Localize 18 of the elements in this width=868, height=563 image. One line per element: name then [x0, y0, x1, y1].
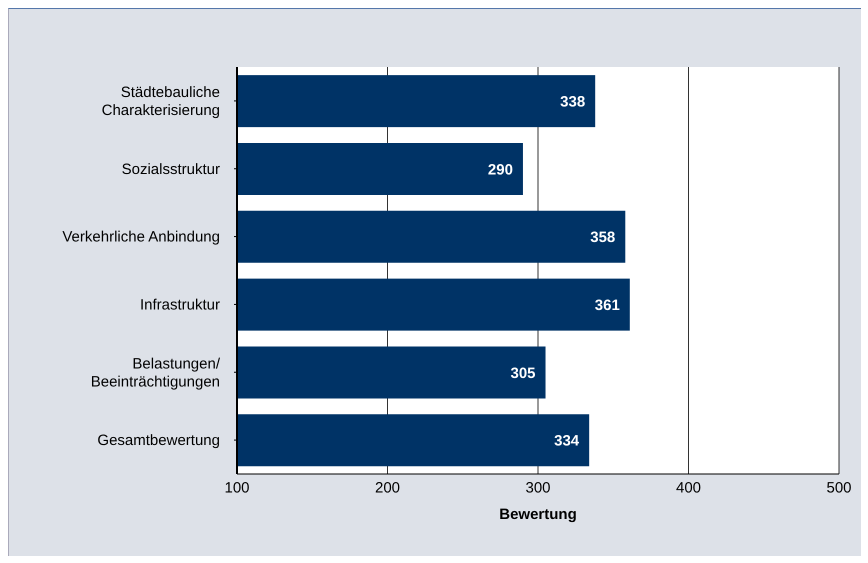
- y-tick-label: Belastungen/ Beeinträchtigungen: [90, 355, 221, 390]
- x-tick-label: 400: [676, 480, 702, 497]
- data-label: 290: [488, 161, 513, 178]
- x-tick-label: 300: [525, 480, 551, 497]
- data-label: 334: [554, 432, 580, 450]
- x-tick-label: 200: [374, 480, 400, 497]
- data-label: 358: [590, 229, 616, 246]
- y-tick-label: Sozialsstruktur: [122, 160, 220, 178]
- x-axis-title: Bewertung: [499, 506, 577, 523]
- y-tick-label: Städtebauliche Charakterisierung: [102, 84, 220, 119]
- y-tick-label: Gesamtbewertung: [97, 432, 220, 450]
- data-label: 305: [510, 364, 536, 382]
- x-tick-label: 500: [826, 480, 852, 497]
- data-label: 338: [560, 93, 586, 110]
- data-label: 361: [594, 296, 620, 314]
- y-tick-label: Verkehrliche Anbindung: [62, 228, 220, 246]
- x-tick-label: 100: [224, 480, 250, 497]
- y-tick-label: Infrastruktur: [140, 296, 220, 314]
